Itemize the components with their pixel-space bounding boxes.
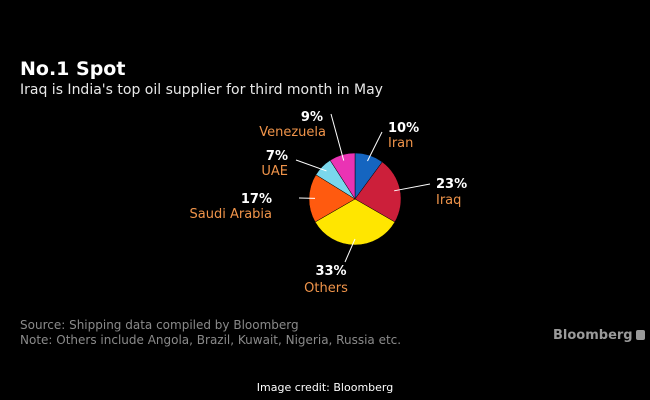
value-label-uae: 7% — [266, 149, 288, 164]
category-label-others: Others — [304, 281, 348, 296]
chart-subtitle: Iraq is India's top oil supplier for thi… — [20, 82, 383, 98]
category-label-venezuela: Venezuela — [259, 125, 326, 140]
brand-name: Bloomberg — [553, 328, 633, 343]
category-label-iraq: Iraq — [436, 193, 461, 208]
category-label-iran: Iran — [388, 136, 413, 151]
leader-line-iraq — [394, 183, 431, 192]
value-label-iraq: 23% — [436, 177, 467, 192]
chart-title: No.1 Spot — [20, 58, 126, 80]
leader-line-uae — [295, 159, 327, 172]
brand-logo: Bloomberg — [553, 328, 645, 343]
others-note: Note: Others include Angola, Brazil, Kuw… — [20, 333, 402, 347]
value-label-others: 33% — [315, 264, 346, 279]
value-label-iran: 10% — [388, 121, 419, 136]
leader-line-venezuela — [330, 113, 345, 161]
image-credit: Image credit: Bloomberg — [256, 381, 394, 394]
category-label-saudi-arabia: Saudi Arabia — [190, 207, 273, 222]
category-label-uae: UAE — [261, 164, 288, 179]
leader-line-others — [344, 238, 356, 263]
source-note: Source: Shipping data compiled by Bloomb… — [20, 318, 299, 332]
value-label-saudi-arabia: 17% — [241, 192, 272, 207]
value-label-venezuela: 9% — [301, 110, 323, 125]
brand-mark-icon — [635, 330, 645, 340]
footnotes: Source: Shipping data compiled by Bloomb… — [20, 318, 401, 348]
leader-line-iran — [367, 131, 383, 162]
